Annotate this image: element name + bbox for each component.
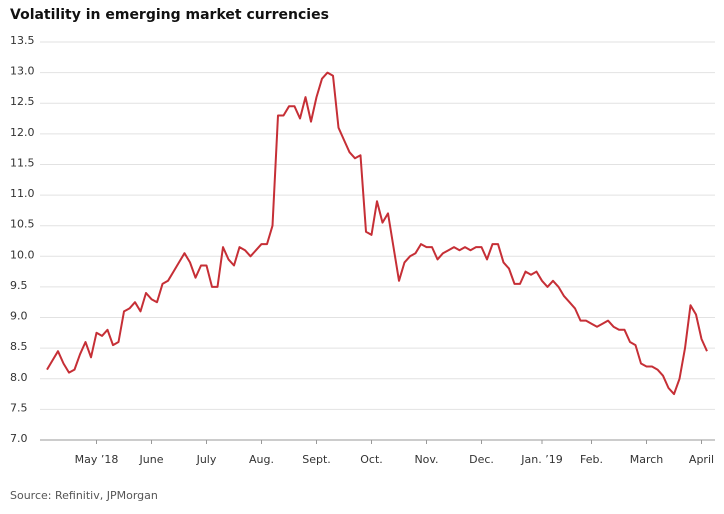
y-tick-label: 12.0 <box>10 126 35 139</box>
x-tick-label: March <box>630 453 664 466</box>
y-tick-label: 10.5 <box>10 218 35 231</box>
y-tick-label: 13.0 <box>10 65 35 78</box>
x-tick-label: July <box>196 453 217 466</box>
x-tick-label: Sept. <box>302 453 331 466</box>
y-tick-label: 8.5 <box>10 340 28 353</box>
y-tick-label: 10.0 <box>10 248 35 261</box>
x-tick-label: Feb. <box>580 453 603 466</box>
y-tick-label: 7.0 <box>10 432 28 445</box>
y-tick-label: 13.5 <box>10 34 35 47</box>
y-tick-label: 11.5 <box>10 156 35 169</box>
x-tick-label: Dec. <box>469 453 494 466</box>
y-tick-label: 8.0 <box>10 371 28 384</box>
y-tick-label: 11.0 <box>10 187 35 200</box>
x-tick-label: May ’18 <box>75 453 119 466</box>
y-tick-label: 9.5 <box>10 279 28 292</box>
data-line <box>46 71 708 396</box>
x-tick-label: Aug. <box>249 453 274 466</box>
x-tick-label: June <box>139 453 164 466</box>
x-tick-label: Jan. ’19 <box>520 453 562 466</box>
source-note: Source: Refinitiv, JPMorgan <box>10 489 158 502</box>
chart-title: Volatility in emerging market currencies <box>10 7 329 23</box>
x-tick-label: Oct. <box>360 453 383 466</box>
x-tick-label: April <box>689 453 714 466</box>
y-tick-label: 9.0 <box>10 310 28 323</box>
y-tick-label: 7.5 <box>10 401 28 414</box>
y-tick-label: 12.5 <box>10 95 35 108</box>
x-tick-label: Nov. <box>414 453 438 466</box>
